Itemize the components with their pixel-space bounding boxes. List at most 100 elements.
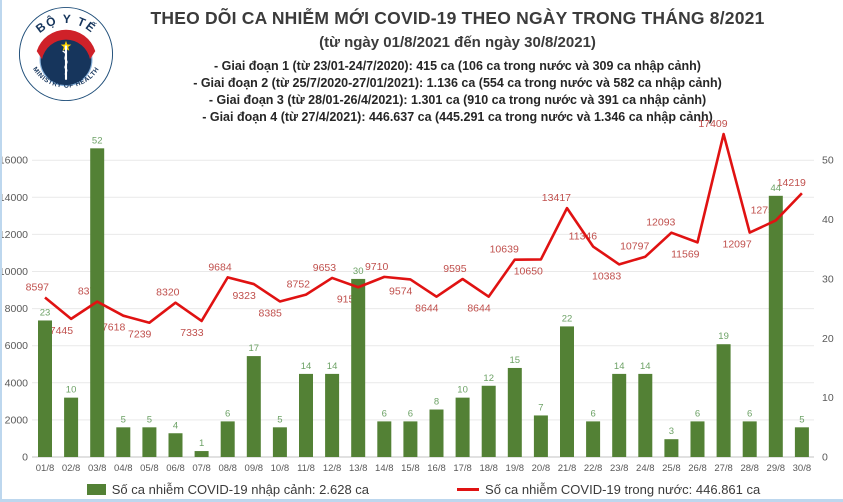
domestic-value-label: 8597 [26,282,50,294]
imported-bar-value-label: 15 [510,355,521,366]
imported-bar-value-label: 14 [301,361,312,372]
imported-cases-bar [429,409,444,457]
domestic-cases-line [44,132,803,325]
imported-bar-value-label: 5 [147,414,152,425]
x-axis-day-label: 11/8 [297,463,315,474]
imported-bar-value-label: 1 [199,438,204,449]
x-axis-day-label: 03/8 [88,463,107,474]
x-axis-day-label: 20/8 [532,463,551,474]
imported-bar-value-label: 17 [249,343,260,354]
x-axis-day-label: 14/8 [375,463,394,474]
x-axis-day-label: 07/8 [192,463,211,474]
imported-bar-value-label: 52 [92,135,103,146]
imported-bar-value-label: 6 [382,408,387,419]
x-axis-day-label: 21/8 [558,463,577,474]
ministry-of-health-logo: BỘ Y TẾ MINISTRY OF HEALTH [18,6,114,102]
left-axis-tick-label: 16000 [0,155,28,167]
imported-bar-swatch-icon [86,483,106,495]
imported-bar-value-label: 7 [538,402,543,413]
domestic-value-label: 9710 [365,261,389,273]
x-axis-day-label: 01/8 [36,463,55,474]
domestic-value-label: 12097 [722,239,751,251]
stage-3-summary: - Giai đoạn 3 (từ 28/01-26/4/2021): 1.30… [208,93,707,107]
imported-cases-bar [168,433,183,457]
imported-bar-value-label: 23 [40,307,51,318]
x-axis-day-label: 25/8 [662,463,681,474]
domestic-value-label: 8385 [259,307,283,319]
x-axis-day-label: 13/8 [349,463,368,474]
imported-bar-value-label: 12 [483,373,494,384]
left-axis-tick-label: 8000 [5,303,29,315]
legend-imported-label: Số ca nhiễm COVID-19 nhập cảnh: 2.628 ca [111,481,370,497]
domestic-value-label: 11346 [569,231,598,243]
x-axis-day-label: 12/8 [323,463,342,474]
right-axis-tick-label: 40 [822,214,834,226]
imported-bar-value-label: 5 [277,414,282,425]
imported-cases-bar [220,421,235,457]
imported-cases-bar [299,373,313,457]
logo-red-band [36,29,96,60]
imported-bar-value-label: 5 [121,414,126,425]
left-axis-tick-label: 6000 [5,340,29,352]
domestic-value-label: 9323 [232,290,256,302]
imported-cases-bar [794,427,809,457]
x-axis-day-label: 19/8 [506,463,525,474]
x-axis-day-label: 05/8 [140,463,159,474]
imported-cases-bar [64,397,79,457]
imported-bar-value-label: 30 [353,266,364,277]
domestic-value-label: 11569 [671,248,700,260]
x-axis-day-label: 15/8 [401,463,420,474]
imported-bar-value-label: 6 [747,408,752,419]
x-axis-day-label: 06/8 [166,463,185,474]
domestic-value-label: 10797 [620,241,649,253]
chart-legend: Số ca nhiễm COVID-19 nhập cảnh: 2.628 ca… [2,478,843,499]
legend-domestic-label: Số ca nhiễm COVID-19 trong nước: 446.861… [485,481,761,497]
imported-cases-bar [377,421,392,457]
combo-chart: 0200040006000800010000120001400016000010… [0,118,834,474]
right-axis-tick-label: 10 [822,392,834,404]
imported-bar-value-label: 14 [614,361,625,372]
imported-bar-value-label: 6 [225,408,230,419]
right-axis-tick-label: 20 [822,333,834,345]
domestic-value-label: 8644 [467,303,491,315]
x-axis-day-label: 10/8 [271,463,290,474]
page-subtitle: (từ ngày 01/8/2021 đến ngày 30/8/2021) [319,34,596,51]
imported-bar-value-label: 6 [695,408,700,419]
x-axis-day-label: 30/8 [793,463,812,474]
imported-cases-bar [481,385,496,457]
imported-cases-bar [664,439,679,457]
imported-bar-value-label: 14 [640,361,651,372]
imported-cases-bar [272,427,287,457]
domestic-value-label: 9595 [443,263,467,275]
x-axis-day-label: 18/8 [479,463,498,474]
domestic-value-label: 8752 [287,279,311,291]
domestic-value-label: 9653 [313,262,337,274]
imported-bar-value-label: 14 [327,361,338,372]
imported-cases-bar [351,278,366,457]
imported-bar-value-label: 5 [799,414,804,425]
x-axis-day-label: 28/8 [740,463,759,474]
imported-cases-bar [612,373,627,457]
imported-cases-bar [560,326,574,457]
imported-cases-bar [716,344,731,457]
logo-snake-icon [62,50,68,76]
x-axis-day-label: 24/8 [636,463,655,474]
x-axis-day-label: 27/8 [714,463,733,474]
domestic-value-label: 7333 [180,327,204,339]
domestic-value-label: 17409 [698,118,727,130]
legend-item-imported: Số ca nhiễm COVID-19 nhập cảnh: 2.628 ca [86,481,370,497]
x-axis-day-label: 22/8 [584,463,603,474]
right-axis-tick-label: 50 [822,155,834,167]
right-axis-tick-label: 0 [822,452,828,464]
imported-bar-value-label: 4 [173,420,178,431]
imported-bar-value-label: 10 [66,385,77,396]
page-title: THEO DÕI CA NHIỄM MỚI COVID-19 THEO NGÀY… [150,8,765,28]
imported-cases-bar [38,320,52,457]
x-axis-day-label: 08/8 [218,463,237,474]
stage-4-summary: - Giai đoạn 4 (từ 27/4/2021): 446.637 ca… [202,110,713,124]
imported-cases-bar [690,421,705,457]
imported-bar-value-label: 22 [562,313,573,324]
imported-bar-value-label: 19 [718,331,729,342]
domestic-value-label: 9684 [208,261,232,273]
x-axis-day-label: 02/8 [62,463,81,474]
